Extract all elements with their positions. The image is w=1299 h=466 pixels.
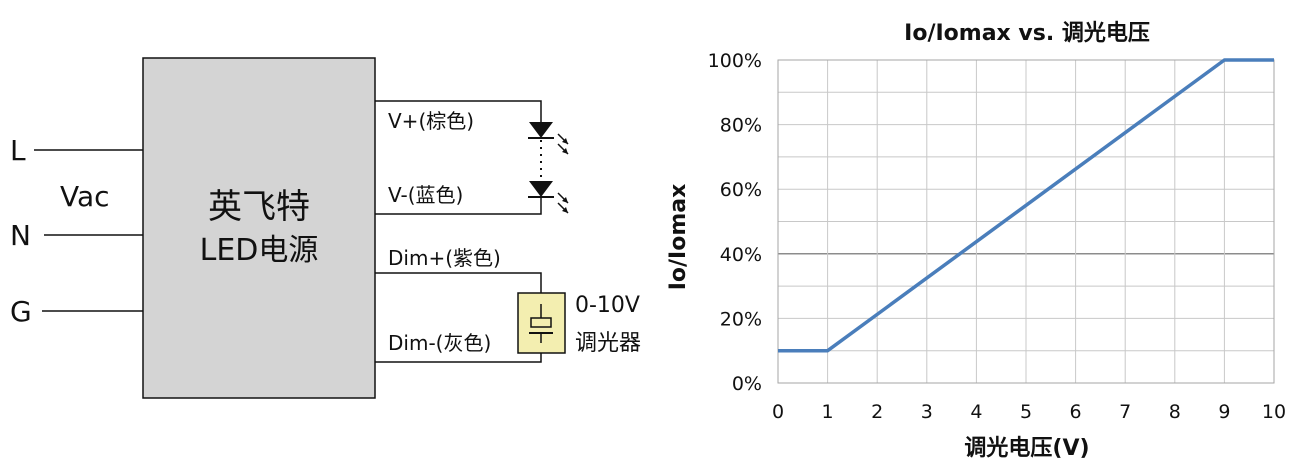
led-icon: [528, 122, 569, 155]
led-icon: [528, 181, 569, 214]
driver-name-line1: 英飞特: [208, 187, 310, 227]
x-tick-label: 2: [871, 401, 883, 423]
dimmer-label-line2: 调光器: [575, 331, 641, 356]
terminal-g-label: G: [10, 295, 32, 328]
vac-label: Vac: [60, 180, 110, 213]
y-tick-label: 20%: [720, 308, 762, 330]
wire-vplus: [375, 100, 542, 122]
terminal-l-label: L: [10, 134, 26, 167]
wire-vminus-label: V-(蓝色): [388, 183, 463, 207]
wire-dimplus: [375, 272, 542, 293]
wire-dimminus-label: Dim-(灰色): [388, 331, 491, 355]
driver-name-line2: LED电源: [200, 233, 319, 268]
wire-vplus-label: V+(棕色): [388, 109, 474, 133]
x-tick-label: 4: [970, 401, 982, 423]
driver-box: [142, 57, 376, 399]
plot-frame: [777, 59, 1275, 384]
y-tick-label: 0%: [732, 373, 762, 395]
wire-dimplus-label: Dim+(紫色): [388, 246, 501, 270]
y-tick-label: 40%: [720, 244, 762, 266]
y-axis-label: Io/Iomax: [666, 184, 691, 291]
y-tick-label: 60%: [720, 179, 762, 201]
x-tick-label: 1: [822, 401, 834, 423]
x-tick-label: 0: [772, 401, 784, 423]
wiring-diagram: L N G Vac 英飞特 LED电源 V+(棕色) V-(蓝色) Dim+(紫…: [10, 57, 641, 399]
x-tick-label: 9: [1218, 401, 1230, 423]
x-tick-label: 10: [1262, 401, 1286, 423]
x-tick-label: 8: [1169, 401, 1181, 423]
x-tick-label: 3: [921, 401, 933, 423]
x-tick-label: 7: [1119, 401, 1131, 423]
x-tick-label: 6: [1070, 401, 1082, 423]
wire-vminus: [375, 197, 542, 215]
wire-dimminus: [375, 353, 542, 363]
dimmer-label-line1: 0-10V: [575, 293, 640, 318]
y-tick-label: 80%: [720, 115, 762, 137]
x-tick-label: 5: [1020, 401, 1032, 423]
terminal-n-label: N: [10, 219, 31, 252]
y-tick-label: 100%: [708, 50, 762, 72]
x-axis-label: 调光电压(V): [964, 436, 1089, 461]
chart-title: Io/Iomax vs. 调光电压: [904, 21, 1150, 46]
series-line: [778, 58, 1274, 353]
plot-area: 0 1 2 3 4 5 6 7 8 9 100%20%40%60%80%100%: [708, 50, 1286, 423]
potentiometer-icon: [529, 304, 553, 343]
